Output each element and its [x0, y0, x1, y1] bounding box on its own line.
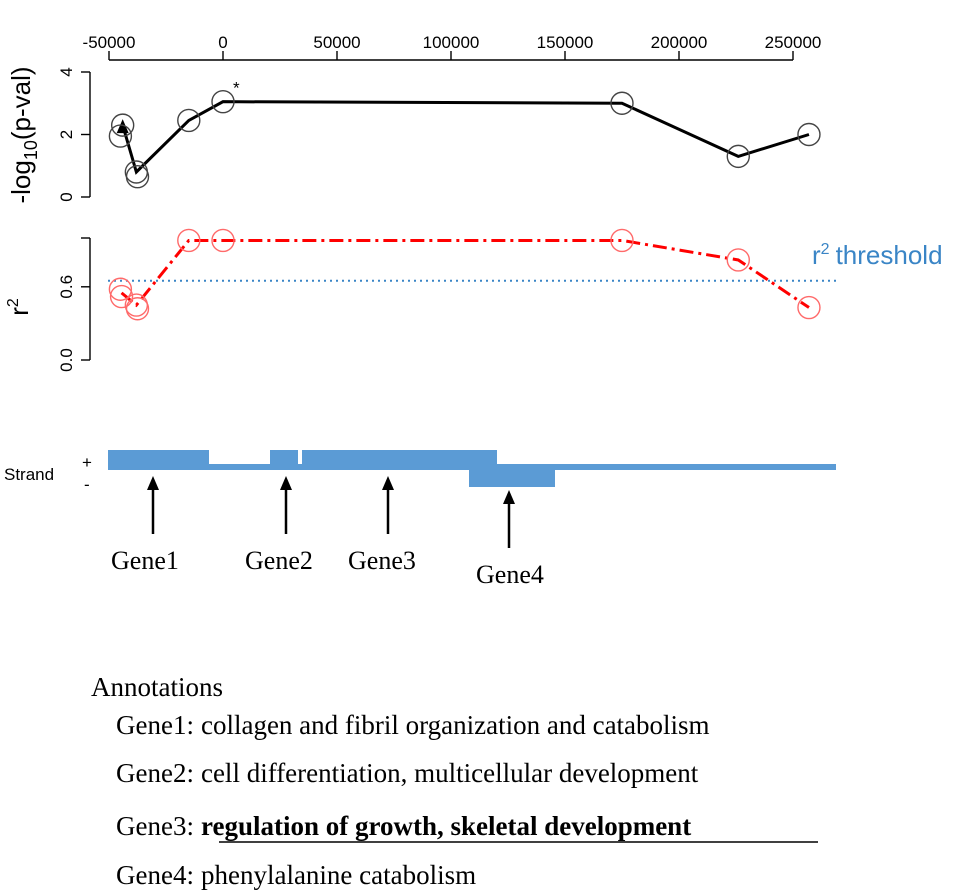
r2-y-axis: 0.0 0.6 — [57, 237, 91, 372]
r2-point — [211, 228, 235, 253]
gene3-arrow — [382, 476, 394, 534]
gene1-label: Gene1 — [111, 546, 179, 575]
r2-y-tick-label: 0.0 — [57, 348, 76, 372]
pvalue-y-axis-title: -log10(p-val) — [6, 66, 41, 203]
gene1-block — [108, 450, 209, 470]
gene2-block — [270, 450, 298, 470]
x-tick-label: 200000 — [651, 33, 708, 52]
pvalue-y-tick-label: 0 — [57, 192, 76, 201]
pvalue-point — [797, 122, 821, 147]
r2-point — [109, 284, 134, 309]
r2-point — [125, 297, 150, 321]
pvalue-point — [108, 124, 133, 148]
x-tick-label: 250000 — [765, 33, 822, 52]
x-tick-label: -50000 — [83, 33, 136, 52]
r2-series — [108, 228, 821, 321]
strand-minus-label: - — [84, 475, 90, 494]
pvalue-line — [121, 100, 810, 175]
x-tick-label: 150000 — [537, 33, 594, 52]
annotation-gene2: Gene2: cell differentiation, multicellula… — [116, 758, 699, 788]
r2-y-tick-label: 0.6 — [57, 275, 76, 299]
pvalue-line-arrowhead — [116, 119, 129, 134]
x-axis-top: -50000 0 50000 100000 150000 200000 250000 — [83, 33, 822, 61]
r2-y-axis-title: r2 — [4, 298, 34, 316]
pvalue-point — [177, 108, 201, 133]
r2-point — [797, 295, 821, 320]
gene4-label: Gene4 — [476, 560, 544, 589]
pvalue-y-tick-label: 2 — [57, 130, 76, 139]
pvalue-point — [110, 113, 135, 137]
pvalue-point — [610, 91, 634, 115]
annotation-gene1: Gene1: collagen and fibril organization a… — [116, 710, 710, 740]
strand-track: Strand + - — [4, 450, 836, 494]
gene3-label: Gene3 — [348, 546, 416, 575]
pvalue-point — [125, 164, 150, 189]
gene4-block — [469, 464, 555, 487]
significance-asterisk: * — [233, 79, 240, 98]
annotation-gene4: Gene4: phenylalanine catabolism — [116, 860, 476, 890]
strand-plus-label: + — [82, 453, 92, 472]
gene2-arrow — [280, 476, 292, 534]
strand-label: Strand — [4, 465, 54, 484]
pvalue-series — [108, 89, 821, 189]
r2-line — [120, 238, 810, 309]
gene4-arrow — [503, 490, 515, 548]
x-tick-label: 50000 — [313, 33, 360, 52]
annotation-gene3: Gene3: regulation of growth, skeletal dev… — [116, 811, 691, 841]
r2-point — [177, 228, 201, 253]
pvalue-y-tick-label: 4 — [57, 67, 76, 76]
pvalue-point — [726, 144, 750, 169]
x-tick-label: 100000 — [423, 33, 480, 52]
r2-threshold-label: r2 threshold — [812, 240, 943, 270]
r2-point — [610, 228, 634, 253]
pvalue-point — [211, 89, 235, 114]
x-tick-label: 0 — [218, 33, 227, 52]
annotations-heading: Annotations — [91, 672, 223, 702]
annotations: Annotations Gene1: collagen and fibril or… — [91, 672, 818, 890]
pvalue-y-axis: 0 2 4 — [57, 67, 91, 202]
r2-point — [108, 277, 133, 301]
gene-markers: Gene1 Gene2 Gene3 Gene4 — [111, 476, 544, 589]
gene3-block — [302, 450, 497, 470]
gene2-label: Gene2 — [245, 546, 313, 575]
r2-point — [726, 248, 750, 272]
gene1-arrow — [147, 476, 159, 534]
